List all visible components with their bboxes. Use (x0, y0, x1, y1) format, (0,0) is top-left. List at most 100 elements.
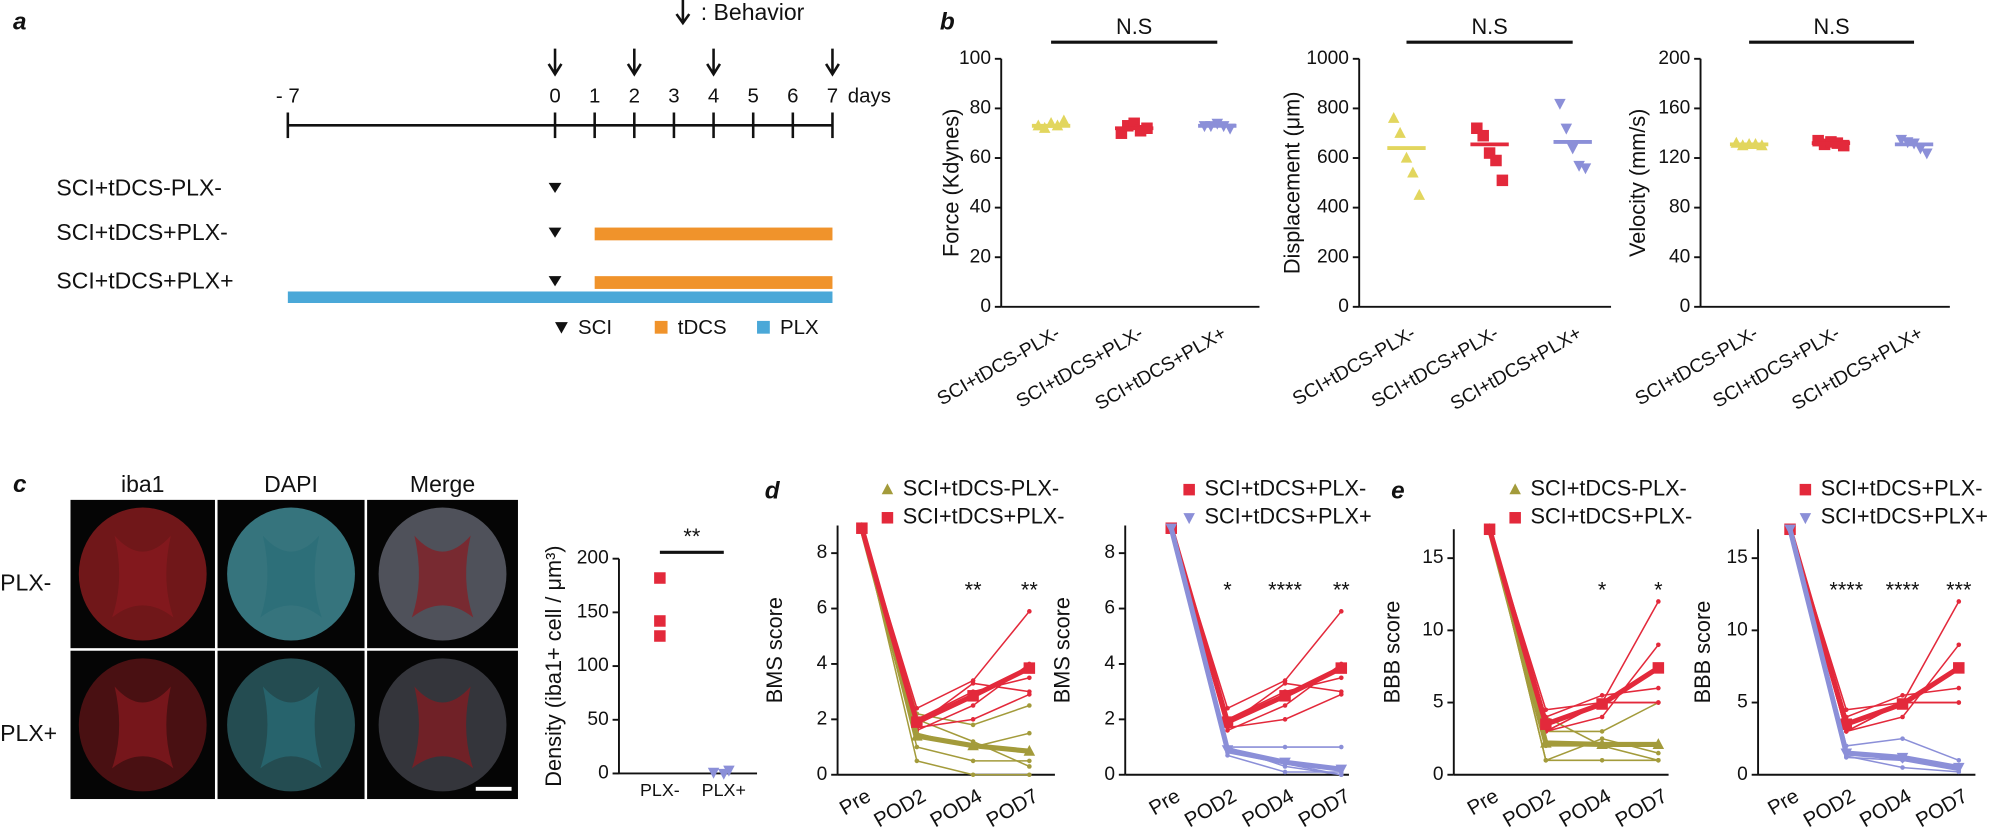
legend-label: SCI+tDCS+PLX+ (1204, 504, 1371, 529)
timeline-tick-label: 2 (629, 85, 640, 108)
legend-label: SCI+tDCS+PLX+ (1821, 504, 1988, 529)
y-tick-label: 2 (817, 708, 828, 729)
subject-point (1027, 703, 1032, 708)
mean-line (1487, 528, 1660, 728)
subject-point (1956, 700, 1962, 705)
significance-label: **** (1829, 578, 1863, 603)
data-point (1394, 126, 1406, 138)
behavior-arrow (824, 48, 840, 77)
y-tick-label: 150 (577, 601, 609, 622)
mean-point (1596, 738, 1608, 750)
mean-point (1335, 662, 1348, 674)
behavior-arrow (547, 48, 563, 77)
mean-line (1787, 528, 1961, 728)
behavior-arrow (626, 48, 642, 77)
data-point (1400, 151, 1413, 163)
data-point (707, 767, 720, 779)
grey-matter (411, 686, 474, 769)
subject-point (1027, 772, 1032, 778)
subject-point (1599, 758, 1605, 763)
subject-line (861, 528, 1030, 776)
mean-line (859, 527, 1031, 726)
timeline-tick-label: 7 (827, 85, 838, 108)
significance-label: ** (1021, 578, 1038, 603)
subject-point (1543, 758, 1549, 763)
significance-label: N.S (1471, 14, 1507, 39)
y-tick-label: 10 (1727, 619, 1748, 640)
y-tick-label: 160 (1658, 97, 1690, 118)
y-tick-label: 15 (1727, 547, 1748, 568)
behavior-arrow (706, 48, 722, 77)
mean-point (856, 522, 868, 534)
mean-point (1221, 716, 1234, 728)
y-axis-label: BBB score (1379, 601, 1404, 704)
significance-label: N.S (1116, 14, 1152, 39)
mean-point (1165, 523, 1178, 535)
group-label: SCI+tDCS+PLX- (56, 219, 227, 245)
mean-point (967, 690, 979, 702)
image-column-label: iba1 (121, 471, 164, 497)
y-tick-label: 1000 (1306, 48, 1349, 69)
y-tick-label: 40 (1669, 246, 1690, 267)
mean-point (1279, 690, 1291, 702)
y-tick-label: 100 (959, 48, 991, 69)
significance-label: ** (965, 578, 982, 603)
timeline-tick-label: - 7 (276, 85, 300, 108)
x-tick-label: PLX- (640, 780, 680, 800)
behavior-arrow (675, 0, 691, 26)
legend-marker (654, 320, 668, 334)
y-tick-label: 0 (1680, 296, 1691, 317)
x-tick-label: PLX+ (702, 780, 746, 800)
y-tick-label: 8 (1104, 542, 1115, 563)
legend-label: SCI+tDCS-PLX- (1531, 475, 1687, 500)
legend-label: SCI+tDCS+PLX- (1531, 504, 1693, 529)
image-row-label: PLX+ (0, 720, 57, 746)
data-point (1387, 112, 1400, 123)
y-tick-label: 0 (817, 764, 828, 785)
mean-point (1784, 524, 1796, 536)
significance-label: **** (1886, 578, 1920, 603)
legend-marker (1799, 483, 1812, 496)
legend-label: SCI+tDCS+PLX- (1204, 475, 1366, 500)
grey-matter (260, 535, 322, 618)
mean-point (1023, 744, 1036, 756)
legend-marker (881, 512, 894, 524)
subject-point (1956, 642, 1962, 648)
y-tick-label: 4 (817, 653, 828, 674)
image-row-label: PLX- (0, 569, 51, 595)
mean-point (1840, 718, 1853, 730)
significance-label: ** (1333, 578, 1350, 603)
subject-point (1599, 693, 1605, 698)
legend-marker (555, 322, 568, 334)
mean-point (1652, 662, 1665, 674)
subject-point (1599, 729, 1605, 734)
panel-label: e (1391, 478, 1405, 505)
data-point (654, 572, 666, 584)
significance-label: * (1654, 578, 1663, 603)
subject-point (1338, 744, 1344, 750)
mean-point (1896, 752, 1909, 764)
grey-matter (112, 535, 174, 618)
data-point (654, 630, 666, 642)
legend-marker (881, 483, 894, 495)
mean-point (1896, 698, 1909, 710)
mean-point (1840, 748, 1853, 760)
grey-matter (112, 686, 174, 769)
subject-point (1027, 609, 1032, 614)
y-tick-label: 40 (970, 197, 991, 218)
subject-point (1656, 685, 1661, 691)
mean-point (1483, 523, 1496, 536)
y-tick-label: 100 (577, 655, 609, 676)
y-tick-label: 0 (1104, 764, 1115, 785)
subject-point (1843, 729, 1849, 734)
y-tick-label: 0 (1338, 296, 1349, 317)
y-axis-label: BMS score (762, 597, 787, 703)
grey-matter (260, 686, 322, 769)
y-tick-label: 50 (587, 709, 608, 730)
data-point (1413, 188, 1426, 200)
subject-point (1656, 758, 1661, 763)
subject-point (914, 744, 920, 750)
subject-point (1656, 642, 1661, 648)
mean-point (967, 739, 979, 751)
